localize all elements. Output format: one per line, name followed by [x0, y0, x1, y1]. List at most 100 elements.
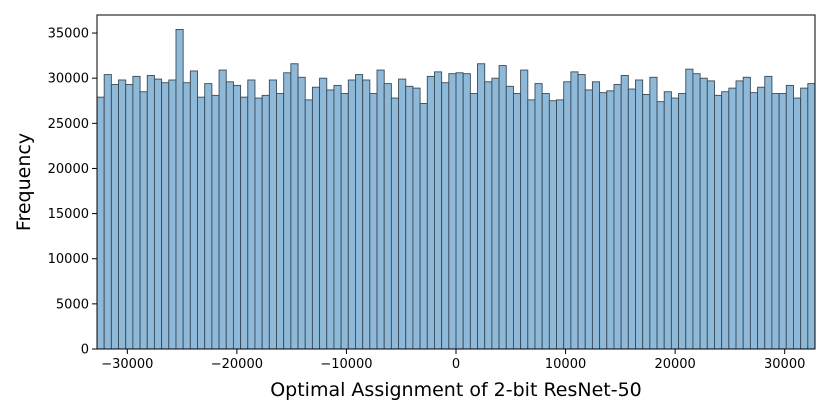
- histogram-bar: [434, 71, 443, 350]
- x-tick-label: −30000: [101, 357, 153, 372]
- histogram-bar: [599, 92, 608, 350]
- histogram-bar: [613, 84, 622, 350]
- histogram-bar: [563, 81, 572, 350]
- x-tick-label: −20000: [211, 357, 263, 372]
- y-tick-label: 20000: [48, 162, 89, 177]
- histogram-bar: [520, 69, 529, 350]
- histogram-bar: [175, 28, 184, 350]
- histogram-bar: [642, 93, 651, 350]
- y-tick-label: 35000: [48, 27, 89, 42]
- histogram-bar: [527, 99, 536, 350]
- histogram-bar: [584, 89, 593, 350]
- histogram-bar: [462, 73, 471, 350]
- histogram-bar: [649, 76, 658, 350]
- histogram-bar: [757, 86, 766, 350]
- histogram-bar: [591, 81, 601, 350]
- histogram-bar: [182, 82, 191, 350]
- histogram-bar: [498, 65, 507, 350]
- histogram-bar: [800, 87, 809, 350]
- histogram-bar: [189, 70, 198, 350]
- histogram-bar: [699, 77, 708, 350]
- histogram-bars: [96, 28, 816, 350]
- histogram-bar: [139, 91, 148, 350]
- y-tick-label: 10000: [48, 252, 89, 267]
- histogram-bar: [118, 79, 127, 350]
- histogram-bar: [620, 75, 629, 350]
- x-tick-label: −10000: [320, 357, 372, 372]
- histogram-bar: [96, 96, 105, 350]
- histogram-bar: [764, 75, 773, 350]
- histogram-bar: [785, 84, 794, 350]
- histogram-bar: [276, 93, 285, 350]
- histogram-bar: [714, 94, 723, 350]
- histogram-bar: [778, 93, 787, 350]
- histogram-bar: [340, 93, 349, 350]
- histogram-bar: [204, 83, 213, 350]
- histogram-bar: [240, 96, 249, 350]
- histogram-bar: [728, 87, 737, 350]
- histogram-bar: [448, 73, 457, 350]
- histogram-bar: [721, 91, 730, 350]
- histogram-bar: [419, 103, 428, 350]
- histogram-bar: [125, 84, 134, 350]
- histogram-bar: [491, 77, 500, 350]
- histogram-bar: [168, 79, 177, 350]
- histogram-bar: [297, 76, 306, 350]
- histogram-bar: [505, 85, 514, 350]
- histogram-bar: [477, 63, 486, 350]
- histogram-bar: [311, 86, 321, 350]
- histogram-bar: [103, 74, 112, 350]
- histogram-bar: [706, 80, 715, 350]
- y-tick-label: 15000: [48, 207, 89, 222]
- histogram-bar: [232, 84, 242, 350]
- histogram-bar: [484, 81, 493, 350]
- histogram-bar: [153, 78, 163, 350]
- x-tick-label: 10000: [545, 357, 586, 372]
- y-axis-ticks: 0 5000 10000 15000 20000 25000 30000 35000: [48, 27, 97, 358]
- histogram-bar: [161, 82, 170, 350]
- histogram-bar: [132, 75, 141, 350]
- x-tick-label: 20000: [654, 357, 695, 372]
- histogram-bar: [283, 72, 292, 350]
- histogram-bar: [290, 63, 299, 350]
- histogram-bar: [355, 74, 364, 350]
- histogram-bar: [670, 97, 680, 350]
- y-tick-label: 30000: [48, 72, 89, 87]
- histogram-bar: [225, 81, 234, 350]
- histogram-bar: [807, 83, 816, 350]
- histogram-bar: [333, 84, 342, 350]
- histogram-bar: [441, 82, 450, 350]
- histogram-bar: [556, 99, 565, 350]
- histogram-bar: [541, 93, 550, 350]
- histogram-bar: [685, 68, 694, 350]
- histogram-bar: [398, 78, 407, 350]
- histogram-bar: [405, 85, 414, 350]
- y-tick-label: 25000: [48, 117, 89, 132]
- histogram-bar: [304, 99, 313, 350]
- histogram-bar: [793, 97, 802, 350]
- x-tick-label: 0: [452, 357, 460, 372]
- histogram-bar: [254, 97, 263, 350]
- histogram-bar: [261, 94, 270, 350]
- histogram-bar: [735, 80, 744, 350]
- histogram-bar: [326, 89, 335, 350]
- histogram-bar: [146, 75, 155, 350]
- histogram-bar: [218, 69, 227, 350]
- histogram-bar: [455, 72, 464, 350]
- histogram-bar: [656, 101, 665, 350]
- histogram-bar: [110, 84, 119, 350]
- histogram-bar: [426, 75, 435, 350]
- histogram-bar: [742, 76, 751, 350]
- histogram-bar: [663, 91, 672, 350]
- y-tick-label: 5000: [56, 297, 89, 312]
- histogram-bar: [376, 69, 385, 350]
- histogram-bar: [512, 93, 522, 350]
- y-axis-title: Frequency: [13, 133, 35, 231]
- x-axis-ticks: −30000 −20000 −10000 0 10000 20000 30000: [101, 349, 805, 372]
- x-axis-title: Optimal Assignment of 2-bit ResNet-50: [270, 379, 642, 401]
- histogram-bar: [635, 79, 644, 350]
- histogram-bar: [347, 79, 356, 350]
- histogram-bar: [469, 93, 478, 350]
- histogram-bar: [771, 93, 780, 350]
